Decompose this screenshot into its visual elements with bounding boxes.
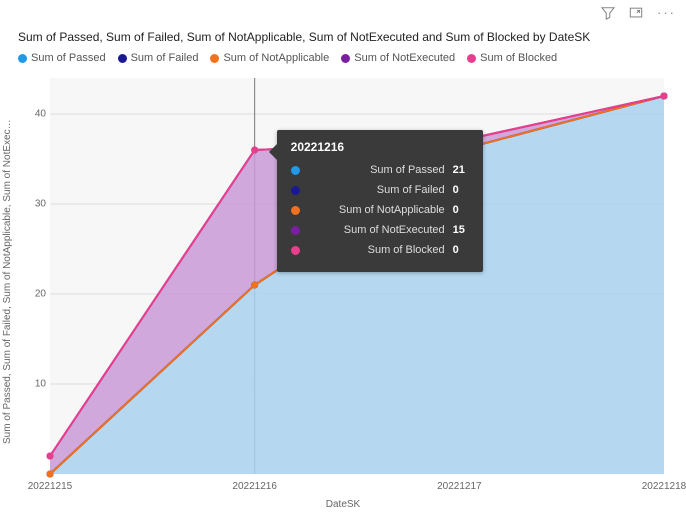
legend-label: Sum of Blocked (480, 52, 557, 64)
tooltip-dot-icon (291, 246, 300, 255)
tooltip-value: 0 (453, 240, 469, 260)
x-tick-label: 20221216 (232, 481, 277, 492)
legend-item[interactable]: Sum of Blocked (467, 52, 557, 64)
legend-label: Sum of Passed (31, 52, 106, 64)
y-tick-label: 20 (26, 289, 46, 300)
visual-toolbar: ··· (601, 6, 676, 20)
tooltip-row: Sum of Blocked 0 (291, 240, 469, 260)
y-tick-label: 10 (26, 379, 46, 390)
focus-mode-icon[interactable] (629, 6, 643, 20)
filter-icon[interactable] (601, 6, 615, 20)
tooltip-dot-icon (291, 226, 300, 235)
legend-item[interactable]: Sum of Passed (18, 52, 106, 64)
tooltip-value: 0 (453, 200, 469, 220)
y-tick-label: 40 (26, 109, 46, 120)
tooltip-row: Sum of Failed 0 (291, 180, 469, 200)
legend-label: Sum of Failed (131, 52, 199, 64)
tooltip-value: 15 (453, 220, 469, 240)
legend-dot-icon (467, 54, 476, 63)
tooltip-label: Sum of Blocked (308, 240, 445, 260)
tooltip-label: Sum of NotExecuted (308, 220, 445, 240)
y-tick-label: 30 (26, 199, 46, 210)
x-tick-label: 20221215 (28, 481, 73, 492)
tooltip-row: Sum of Passed 21 (291, 160, 469, 180)
y-axis-label: Sum of Passed, Sum of Failed, Sum of Not… (2, 94, 20, 470)
legend-dot-icon (210, 54, 219, 63)
legend-item[interactable]: Sum of NotExecuted (341, 52, 455, 64)
x-axis-label: DateSK (326, 499, 360, 510)
legend-dot-icon (118, 54, 127, 63)
tooltip: 20221216 Sum of Passed 21 Sum of Failed … (277, 130, 483, 272)
legend-dot-icon (18, 54, 27, 63)
chart-title: Sum of Passed, Sum of Failed, Sum of Not… (18, 30, 668, 44)
plot-area: 1020304020221215202212162022121720221218… (50, 78, 664, 474)
tooltip-label: Sum of Passed (308, 160, 445, 180)
legend-item[interactable]: Sum of NotApplicable (210, 52, 329, 64)
tooltip-dot-icon (291, 186, 300, 195)
tooltip-title: 20221216 (291, 140, 469, 154)
legend-label: Sum of NotExecuted (354, 52, 455, 64)
legend-label: Sum of NotApplicable (223, 52, 329, 64)
tooltip-dot-icon (291, 166, 300, 175)
more-options-icon[interactable]: ··· (657, 6, 676, 20)
tooltip-label: Sum of NotApplicable (308, 200, 445, 220)
x-tick-label: 20221218 (642, 481, 686, 492)
tooltip-value: 0 (453, 180, 469, 200)
tooltip-row: Sum of NotApplicable 0 (291, 200, 469, 220)
tooltip-row: Sum of NotExecuted 15 (291, 220, 469, 240)
legend-dot-icon (341, 54, 350, 63)
legend: Sum of Passed Sum of Failed Sum of NotAppl… (18, 52, 668, 64)
legend-item[interactable]: Sum of Failed (118, 52, 199, 64)
tooltip-label: Sum of Failed (308, 180, 445, 200)
x-tick-label: 20221217 (437, 481, 482, 492)
tooltip-value: 21 (453, 160, 469, 180)
tooltip-dot-icon (291, 206, 300, 215)
